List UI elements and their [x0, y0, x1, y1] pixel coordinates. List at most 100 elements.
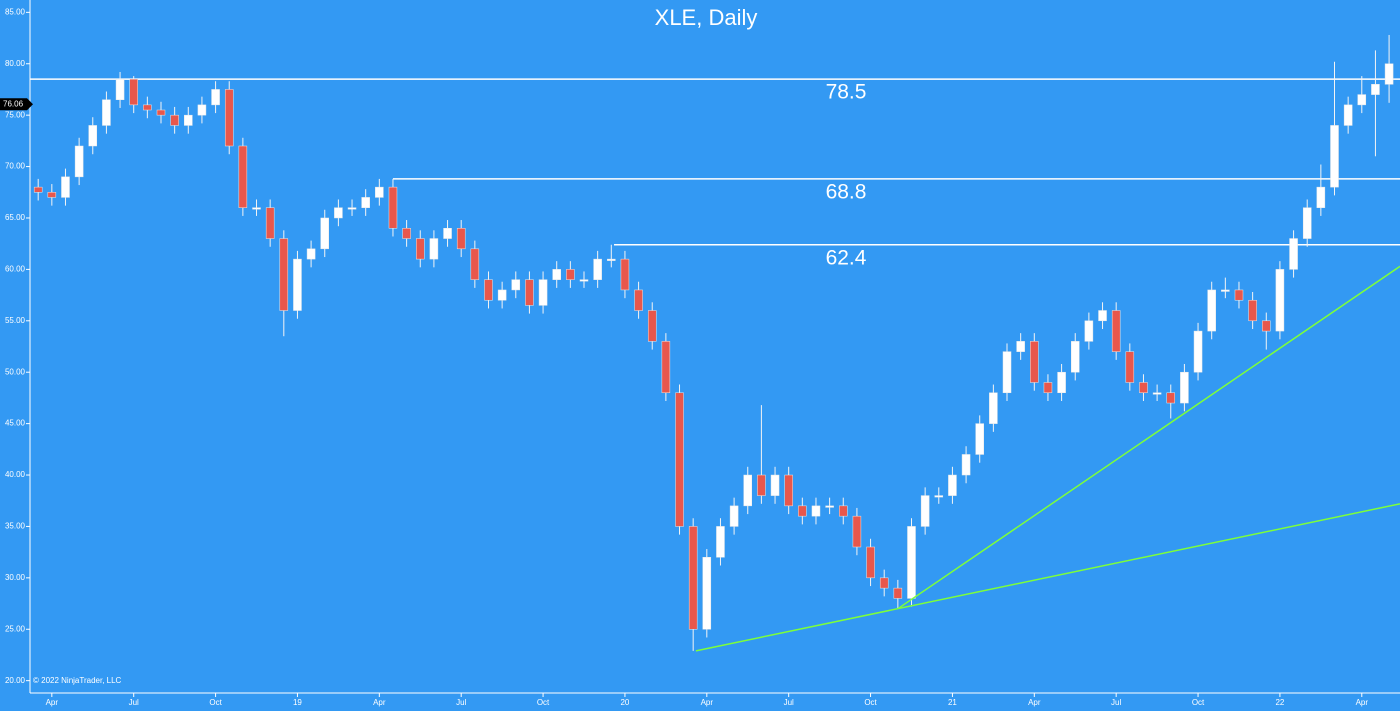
x-tick-label: Jul	[784, 698, 794, 707]
candle-body	[1371, 84, 1380, 95]
candle-body	[579, 279, 589, 282]
candle-body	[238, 145, 248, 208]
candle-body	[634, 289, 643, 311]
candle-body	[757, 474, 766, 496]
candle-body	[1316, 186, 1326, 208]
candle-body	[852, 515, 862, 548]
candle-body	[1030, 341, 1039, 383]
candle-body	[961, 454, 971, 476]
candle-body	[716, 526, 725, 558]
candle-body	[129, 78, 138, 106]
candle-body	[456, 228, 466, 250]
candle-body	[1098, 310, 1107, 322]
candle-body	[907, 526, 916, 599]
candle-body	[879, 577, 889, 589]
candle-body	[1166, 392, 1176, 404]
candle-body	[1057, 371, 1066, 394]
candle-body	[607, 258, 616, 261]
candle-body	[798, 505, 807, 517]
candle-body	[1302, 207, 1312, 239]
candle-body	[347, 207, 357, 210]
candle-body	[593, 258, 602, 280]
candle-body	[784, 474, 793, 507]
candle-body	[989, 392, 998, 424]
candle-body	[102, 99, 111, 126]
candle-body	[252, 207, 261, 210]
level-label: 78.5	[826, 81, 867, 104]
copyright: © 2022 NinjaTrader, LLC	[33, 676, 122, 685]
candle-body	[402, 228, 411, 239]
candle-body	[1070, 341, 1080, 373]
candle-body	[1111, 310, 1121, 352]
candle-body	[661, 341, 671, 394]
candle-body	[1002, 351, 1012, 394]
y-tick-label: 85.00	[5, 7, 26, 16]
y-tick-label: 65.00	[5, 213, 26, 222]
candle-body	[620, 258, 630, 291]
candle-body	[470, 248, 480, 280]
candle-body	[1248, 299, 1257, 322]
candle-body	[893, 587, 903, 599]
candle-body	[1016, 341, 1025, 352]
candle-body	[1180, 371, 1189, 404]
candle-body	[33, 186, 43, 193]
y-tick-label: 45.00	[5, 419, 26, 428]
candle-body	[920, 495, 930, 527]
chart-title: XLE, Daily	[655, 5, 758, 30]
candle-body	[334, 207, 343, 219]
candle-body	[279, 238, 289, 311]
candle-body	[1234, 289, 1244, 301]
last-price-label: 76.06	[3, 99, 24, 108]
x-tick-label: Jul	[1111, 698, 1121, 707]
candle-body	[1043, 382, 1053, 394]
candle-body	[552, 269, 561, 280]
candle-body	[143, 104, 152, 111]
candle-body	[702, 557, 712, 630]
x-tick-label: Apr	[373, 698, 386, 707]
y-tick-label: 50.00	[5, 367, 26, 376]
y-tick-label: 20.00	[5, 676, 26, 685]
candle-body	[1275, 269, 1285, 332]
candle-body	[293, 258, 302, 311]
candle-body	[429, 238, 439, 260]
candle-body	[361, 197, 370, 208]
candle-body	[156, 109, 166, 116]
candle-body	[1262, 320, 1271, 332]
candle-body	[170, 114, 179, 126]
candle-body	[306, 248, 316, 260]
candle-body	[224, 89, 234, 147]
candle-body	[1289, 238, 1298, 270]
candle-body	[211, 89, 220, 106]
x-tick-label: Oct	[1192, 698, 1205, 707]
candle-body	[525, 279, 534, 306]
x-tick-label: 20	[620, 698, 629, 707]
candle-body	[74, 145, 84, 178]
candle-body	[1084, 320, 1094, 342]
y-tick-label: 55.00	[5, 316, 26, 325]
trend-line	[897, 265, 1400, 610]
candle-body	[538, 279, 548, 306]
x-tick-label: Oct	[537, 698, 550, 707]
x-tick-label: Apr	[1028, 698, 1041, 707]
candle-body	[675, 392, 684, 527]
candle-body	[511, 279, 521, 291]
candle-body	[320, 217, 329, 250]
candle-body	[375, 186, 384, 198]
candle-body	[825, 505, 834, 508]
candle-body	[484, 279, 493, 301]
candle-body	[1343, 104, 1353, 126]
candle-body	[1384, 63, 1394, 85]
candle-body	[729, 505, 739, 527]
candle-body	[1139, 382, 1148, 394]
level-label: 68.8	[826, 180, 867, 203]
candle-body	[948, 474, 957, 496]
candle-body	[1207, 289, 1216, 332]
candle-body	[1193, 330, 1203, 373]
y-tick-label: 30.00	[5, 573, 26, 582]
candle-body	[1152, 392, 1162, 395]
x-tick-label: Apr	[1356, 698, 1369, 707]
candle-body	[443, 228, 452, 239]
candle-body	[811, 505, 821, 517]
x-tick-label: 19	[293, 698, 302, 707]
